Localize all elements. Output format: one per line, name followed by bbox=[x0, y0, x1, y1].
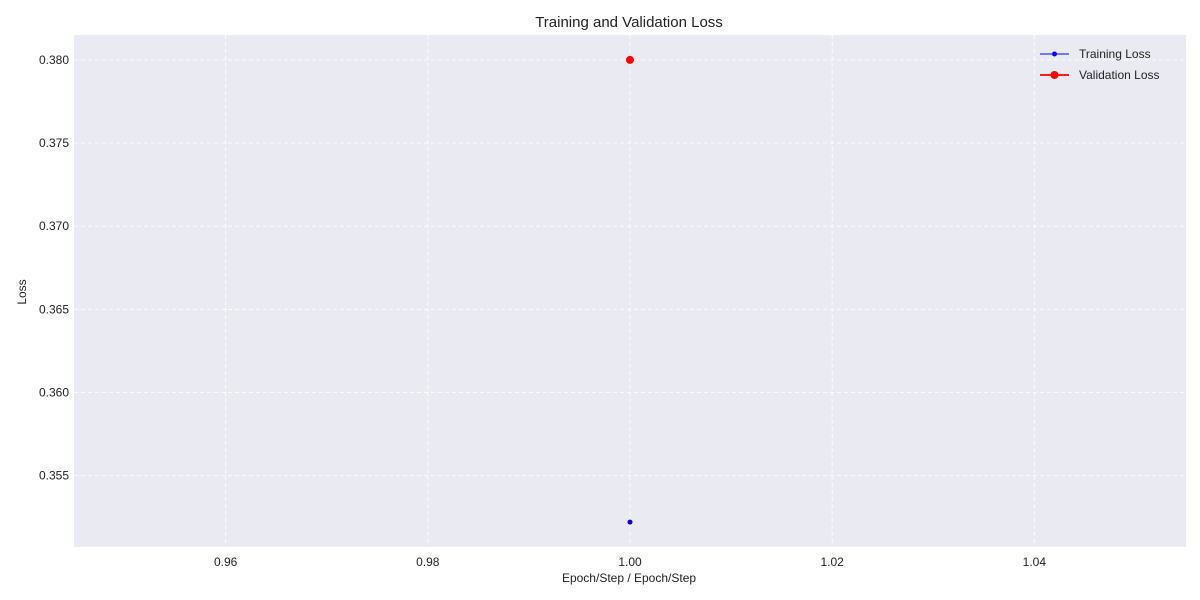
y-axis-label: Loss bbox=[15, 279, 29, 304]
x-tick-label: 0.96 bbox=[214, 555, 238, 569]
data-point bbox=[626, 55, 634, 64]
x-axis-ticks: 0.96 0.98 1.00 1.02 1.04 bbox=[214, 555, 1046, 569]
x-axis-label: Epoch/Step / Epoch/Step bbox=[562, 571, 696, 585]
legend-marker-swatch bbox=[1052, 51, 1057, 57]
series-layer bbox=[626, 55, 634, 525]
x-tick-label: 1.00 bbox=[618, 555, 642, 569]
y-tick-label: 0.355 bbox=[39, 469, 69, 483]
legend: Training Loss Validation Loss bbox=[1040, 47, 1160, 82]
y-tick-label: 0.380 bbox=[39, 53, 69, 67]
y-tick-label: 0.360 bbox=[39, 385, 69, 399]
x-tick-label: 0.98 bbox=[416, 555, 440, 569]
series-validation-loss bbox=[626, 55, 634, 64]
data-point bbox=[627, 519, 633, 525]
y-axis-ticks: 0.355 0.360 0.365 0.370 0.375 0.380 bbox=[39, 53, 69, 483]
grid bbox=[74, 35, 1186, 547]
chart-title: Training and Validation Loss bbox=[535, 14, 723, 31]
legend-label: Training Loss bbox=[1079, 47, 1151, 61]
y-tick-label: 0.365 bbox=[39, 302, 69, 316]
legend-item: Validation Loss bbox=[1040, 68, 1160, 82]
x-tick-label: 1.04 bbox=[1023, 555, 1047, 569]
legend-label: Validation Loss bbox=[1079, 68, 1160, 82]
x-tick-label: 1.02 bbox=[821, 555, 845, 569]
y-tick-label: 0.370 bbox=[39, 219, 69, 233]
y-tick-label: 0.375 bbox=[39, 136, 69, 150]
legend-item: Training Loss bbox=[1040, 47, 1151, 61]
series-training-loss bbox=[627, 519, 633, 525]
legend-marker-swatch bbox=[1050, 71, 1059, 79]
